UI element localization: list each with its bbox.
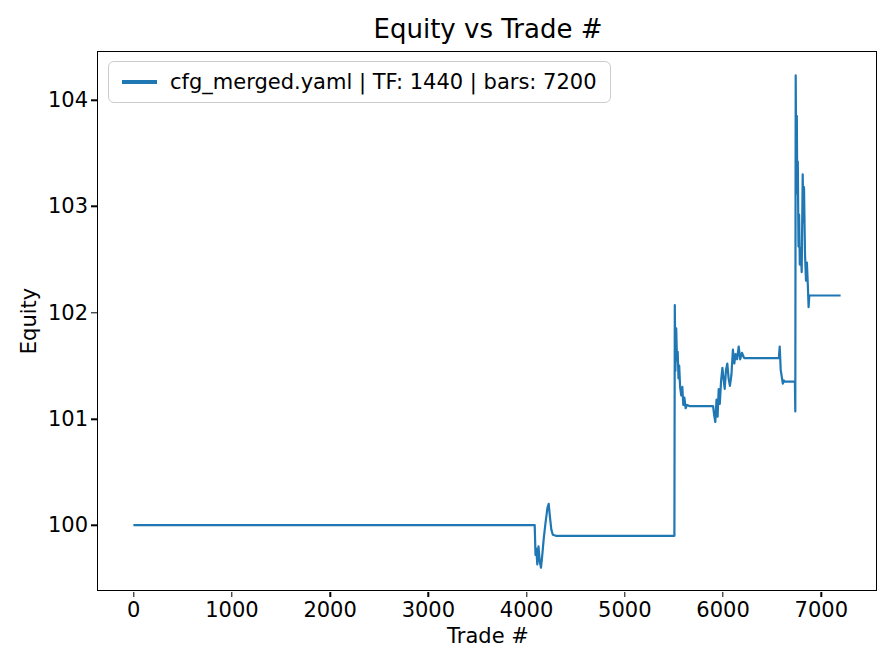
- x-tick-mark: [722, 592, 723, 598]
- x-tick-mark: [624, 592, 625, 598]
- figure: Equity vs Trade # cfg_merged.yaml | TF: …: [0, 0, 896, 672]
- legend-line-sample-icon: [122, 80, 157, 83]
- x-tick-mark: [526, 592, 527, 598]
- x-tick-mark: [329, 592, 330, 598]
- chart-title: Equity vs Trade #: [98, 14, 878, 44]
- x-tick-label: 4000: [500, 598, 553, 622]
- y-tick-mark: [91, 206, 97, 207]
- x-tick-label: 6000: [696, 598, 749, 622]
- legend: cfg_merged.yaml | TF: 1440 | bars: 7200: [108, 61, 611, 103]
- y-tick-label: 100: [0, 513, 88, 537]
- x-tick-mark: [133, 592, 134, 598]
- x-tick-label: 7000: [795, 598, 848, 622]
- y-tick-label: 101: [0, 407, 88, 431]
- y-tick-label: 104: [0, 88, 88, 112]
- y-tick-mark: [91, 525, 97, 526]
- y-tick-mark: [91, 312, 97, 313]
- x-tick-label: 3000: [402, 598, 455, 622]
- x-tick-mark: [821, 592, 822, 598]
- x-tick-label: 1000: [205, 598, 258, 622]
- y-tick-mark: [91, 99, 97, 100]
- legend-label: cfg_merged.yaml | TF: 1440 | bars: 7200: [170, 70, 597, 94]
- x-axis-label: Trade #: [98, 624, 878, 648]
- y-tick-mark: [91, 418, 97, 419]
- axes: cfg_merged.yaml | TF: 1440 | bars: 7200: [97, 51, 877, 591]
- y-tick-label: 102: [0, 301, 88, 325]
- y-tick-label: 103: [0, 194, 88, 218]
- equity-line: [133, 75, 840, 567]
- plot-area: [98, 52, 876, 590]
- x-tick-mark: [428, 592, 429, 598]
- x-tick-label: 0: [127, 598, 140, 622]
- x-tick-mark: [231, 592, 232, 598]
- x-tick-label: 5000: [598, 598, 651, 622]
- x-tick-label: 2000: [303, 598, 356, 622]
